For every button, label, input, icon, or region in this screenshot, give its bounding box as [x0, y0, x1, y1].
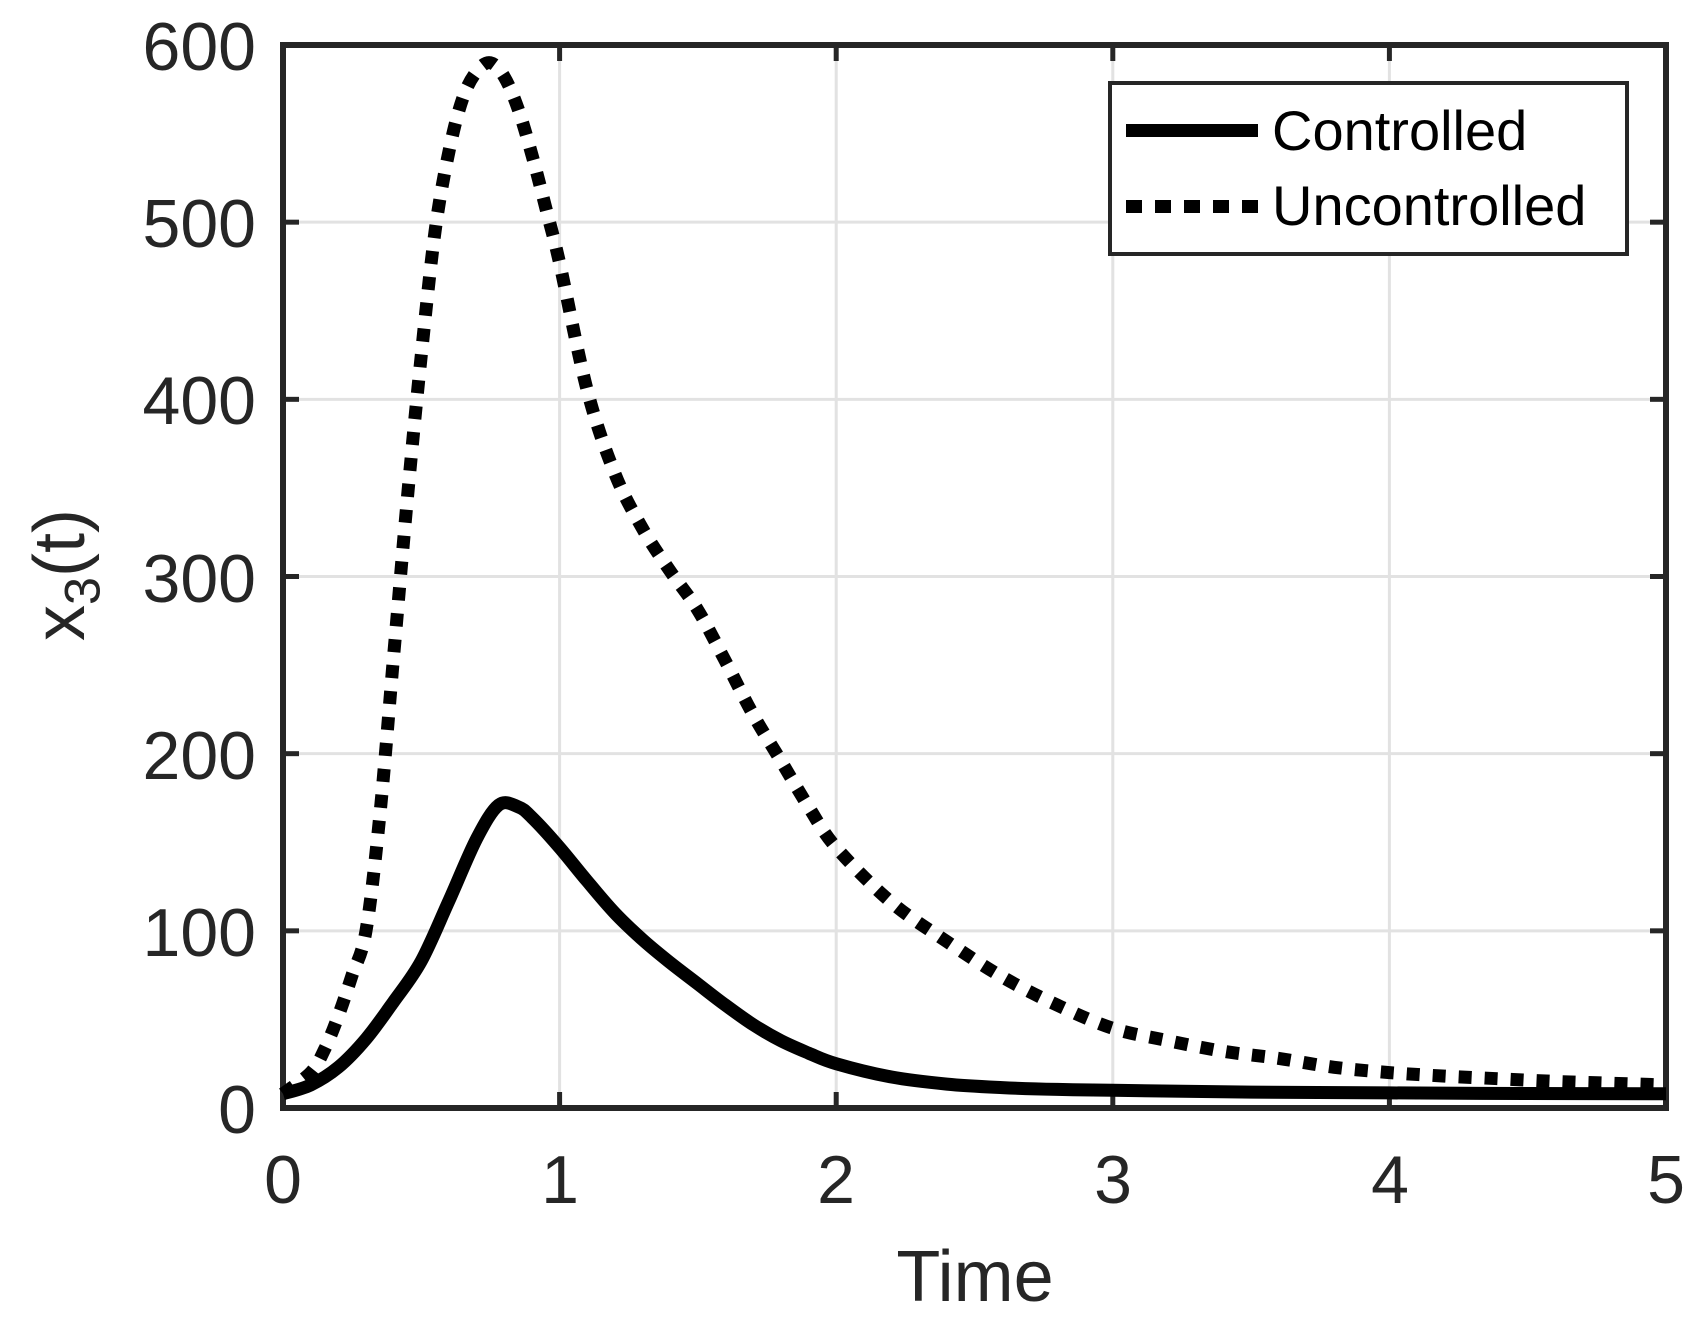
- y-tick-label-600: 600: [142, 9, 256, 85]
- uncontrolled-line: [279, 56, 1667, 1100]
- y-tick-label-0: 0: [218, 1072, 256, 1148]
- x-tick-label-2: 2: [817, 1142, 855, 1218]
- x-tick-label-4: 4: [1371, 1142, 1409, 1218]
- x-tick-label-0: 0: [264, 1142, 302, 1218]
- y-tick-label-200: 200: [142, 718, 256, 794]
- y-axis-title-base: x: [20, 605, 100, 641]
- y-tick-label-400: 400: [142, 363, 256, 439]
- dotted-line-sample-icon: [1126, 199, 1258, 213]
- controlled-line: [281, 796, 1667, 1101]
- y-tick-label-300: 300: [142, 541, 256, 617]
- y-tick-label-500: 500: [142, 186, 256, 262]
- x-tick-label-5: 5: [1647, 1142, 1685, 1218]
- solid-line-sample-icon: [1126, 124, 1258, 138]
- y-axis-title: x3(t): [20, 375, 110, 775]
- legend-item-controlled: Controlled: [1112, 98, 1625, 162]
- y-tick-label-100: 100: [142, 895, 256, 971]
- plot-border: [280, 42, 1669, 1111]
- x-tick-label-3: 3: [1094, 1142, 1132, 1218]
- x-axis-title: Time: [896, 1237, 1054, 1317]
- legend-item-uncontrolled: Uncontrolled: [1112, 176, 1625, 236]
- x-tick-label-1: 1: [541, 1142, 579, 1218]
- y-axis-title-sub: 3: [53, 576, 111, 605]
- legend: Controlled Uncontrolled: [1108, 81, 1629, 256]
- legend-label-uncontrolled: Uncontrolled: [1272, 174, 1587, 238]
- y-axis-title-rest: (t): [20, 509, 100, 577]
- legend-label-controlled: Controlled: [1272, 98, 1528, 162]
